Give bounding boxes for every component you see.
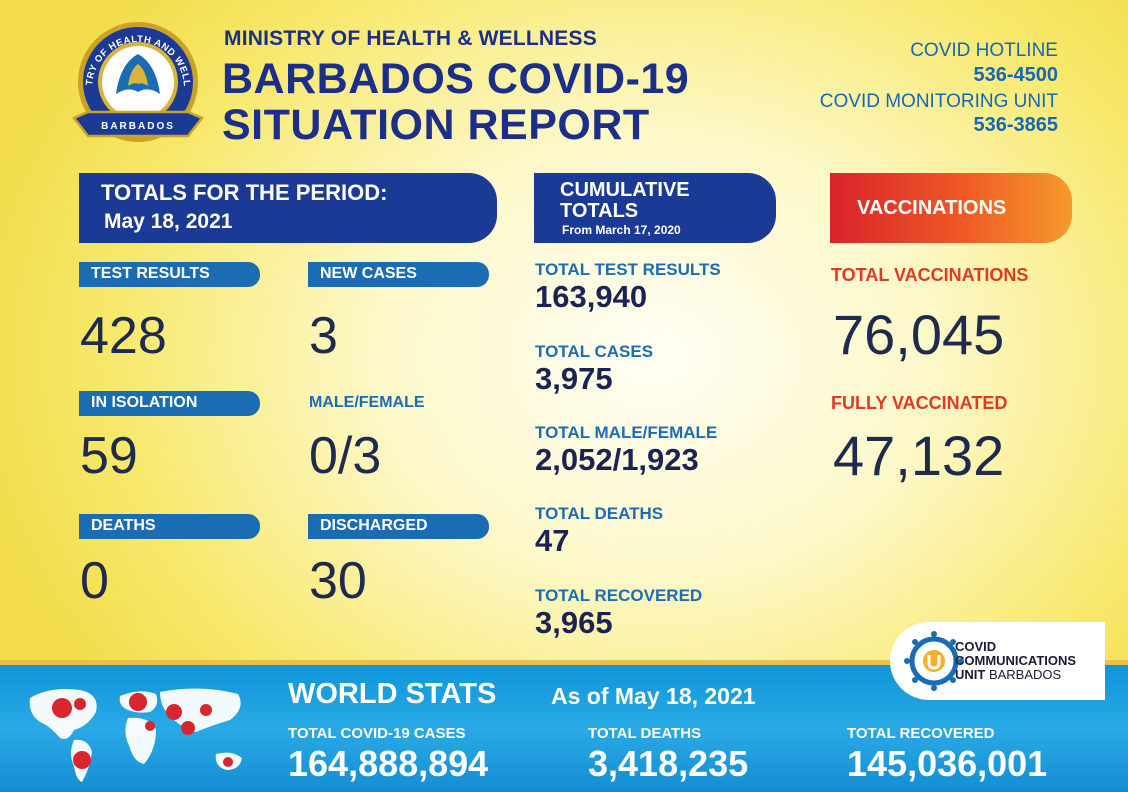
total-male-female-value: 2,052/1,923 bbox=[535, 442, 699, 477]
monitoring-unit-label: COVID MONITORING UNIT bbox=[819, 91, 1058, 112]
discharged-label: DISCHARGED bbox=[320, 517, 428, 534]
ccu-line3-bold: UNIT bbox=[955, 667, 986, 682]
ccu-line1: COVID bbox=[955, 639, 997, 654]
monitoring-unit-number: 536-3865 bbox=[973, 114, 1058, 136]
total-recovered-label: TOTAL RECOVERED bbox=[535, 586, 703, 605]
total-male-female-label: TOTAL MALE/FEMALE bbox=[535, 423, 718, 442]
vaccinations-title: VACCINATIONS bbox=[857, 197, 1007, 219]
world-deaths-label: TOTAL DEATHS bbox=[588, 725, 702, 742]
ccu-line3-rest: BARBADOS bbox=[985, 667, 1062, 682]
period-date: May 18, 2021 bbox=[104, 210, 233, 233]
ministry-logo: MINISTRY OF HEALTH AND WELLNESS BARBADOS bbox=[68, 14, 204, 142]
world-cases-label: TOTAL COVID-19 CASES bbox=[288, 725, 466, 742]
test-results-value: 428 bbox=[80, 307, 167, 365]
cumulative-title-line1: CUMULATIVE bbox=[560, 179, 690, 201]
world-map-icon bbox=[29, 688, 242, 782]
new-cases-pill bbox=[308, 262, 489, 287]
total-cases-value: 3,975 bbox=[535, 361, 613, 396]
report-title-line2: SITUATION REPORT bbox=[222, 101, 650, 149]
in-isolation-pill bbox=[79, 391, 260, 416]
cumulative-title-line2: TOTALS bbox=[560, 200, 639, 222]
world-deaths-value: 3,418,235 bbox=[588, 743, 749, 784]
period-banner bbox=[79, 173, 497, 243]
test-results-pill bbox=[79, 262, 260, 287]
deaths-pill bbox=[79, 514, 260, 539]
total-vaccinations-label: TOTAL VACCINATIONS bbox=[831, 265, 1029, 285]
ccu-line2: COMMUNICATIONS bbox=[955, 653, 1077, 668]
in-isolation-label: IN ISOLATION bbox=[91, 394, 198, 411]
ccu-line3: UNIT BARBADOS bbox=[955, 668, 1061, 681]
report-title-line1: BARBADOS COVID-19 bbox=[222, 55, 690, 103]
total-test-results-label: TOTAL TEST RESULTS bbox=[535, 260, 721, 279]
world-stats-title: WORLD STATS bbox=[288, 678, 497, 710]
total-deaths-value: 47 bbox=[535, 523, 570, 558]
world-cases-value: 164,888,894 bbox=[288, 743, 489, 784]
male-female-value: 0/3 bbox=[309, 427, 382, 485]
vaccinations-banner bbox=[830, 173, 1072, 243]
svg-text:BARBADOS: BARBADOS bbox=[101, 121, 175, 132]
total-cases-label: TOTAL CASES bbox=[535, 342, 654, 361]
test-results-label: TEST RESULTS bbox=[91, 265, 210, 282]
fully-vaccinated-value: 47,132 bbox=[833, 424, 1005, 487]
cumulative-banner bbox=[534, 173, 776, 243]
world-recovered-label: TOTAL RECOVERED bbox=[847, 725, 995, 742]
discharged-pill bbox=[308, 514, 489, 539]
new-cases-value: 3 bbox=[309, 307, 338, 365]
total-vaccinations-value: 76,045 bbox=[833, 303, 1005, 366]
deaths-value: 0 bbox=[80, 552, 109, 610]
discharged-value: 30 bbox=[309, 552, 367, 610]
total-deaths-label: TOTAL DEATHS bbox=[535, 504, 664, 523]
fully-vaccinated-label: FULLY VACCINATED bbox=[831, 393, 1008, 413]
total-recovered-value: 3,965 bbox=[535, 605, 613, 640]
male-female-label: MALE/FEMALE bbox=[309, 394, 425, 411]
world-stats-date: As of May 18, 2021 bbox=[551, 683, 756, 709]
world-recovered-value: 145,036,001 bbox=[847, 743, 1048, 784]
covid-hotline-number: 536-4500 bbox=[973, 64, 1058, 86]
ministry-name: MINISTRY OF HEALTH & WELLNESS bbox=[224, 27, 597, 50]
deaths-label: DEATHS bbox=[91, 517, 156, 534]
total-test-results-value: 163,940 bbox=[535, 279, 648, 314]
covid-hotline-label: COVID HOTLINE bbox=[910, 40, 1058, 61]
cumulative-subtitle: From March 17, 2020 bbox=[562, 223, 681, 237]
new-cases-label: NEW CASES bbox=[320, 265, 417, 282]
period-title: TOTALS FOR THE PERIOD: bbox=[101, 180, 388, 205]
virus-icon bbox=[904, 631, 964, 691]
in-isolation-value: 59 bbox=[80, 427, 138, 485]
